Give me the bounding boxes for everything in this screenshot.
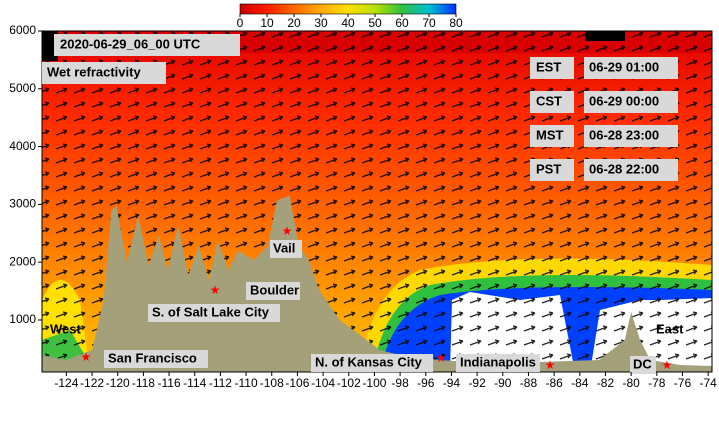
- x-tick-label: -96: [417, 376, 435, 390]
- colorbar-tick-label: 60: [395, 16, 409, 30]
- x-tick-label: -118: [132, 376, 155, 390]
- zone-box: [530, 57, 574, 79]
- city-box: [246, 282, 300, 300]
- x-tick-label: -98: [391, 376, 409, 390]
- x-tick-label: -104: [311, 376, 335, 390]
- title-box: [54, 34, 240, 56]
- x-tick-label: -102: [337, 376, 361, 390]
- subtitle: Wet refractivity: [47, 64, 141, 79]
- axes: 1000 2000 3000 4000 5000 6000 -124 -122 -120 -118…: [9, 14, 717, 390]
- city-label: San Francisco: [108, 350, 197, 365]
- y-tick-label: 2000: [9, 254, 36, 268]
- time-box: [584, 57, 678, 79]
- city-label: Boulder: [250, 282, 299, 297]
- region-label: West: [50, 321, 81, 336]
- x-tick-label: -92: [468, 376, 486, 390]
- colorbar: [239, 3, 457, 15]
- zone-box: [530, 125, 574, 147]
- overlay: [42, 195, 712, 372]
- y-tick-label: 5000: [9, 81, 36, 95]
- x-tick-label: -120: [106, 376, 130, 390]
- x-tick-label: -88: [520, 376, 538, 390]
- x-tick-label: -86: [545, 376, 563, 390]
- x-tick-label: -74: [699, 376, 717, 390]
- city-box: [148, 304, 280, 322]
- city-box: [630, 356, 656, 374]
- time-box: [584, 159, 678, 181]
- city-label: Vail: [273, 240, 295, 255]
- x-tick-label: -82: [597, 376, 615, 390]
- colorbar-tick-label: 40: [341, 16, 355, 30]
- time-label: 06-29 01:00: [589, 59, 659, 74]
- zone-box: [530, 91, 574, 113]
- city-label: Indianapolis: [460, 354, 536, 369]
- city-box: [456, 354, 540, 372]
- city-box: [270, 240, 302, 258]
- zone-label: MST: [536, 127, 564, 142]
- city-box: [104, 350, 208, 368]
- x-tick-label: -114: [183, 376, 206, 390]
- city-box: [311, 354, 433, 372]
- colorbar-tick-label: 0: [237, 16, 244, 30]
- x-tick-label: -76: [674, 376, 692, 390]
- y-tick-label: 1000: [9, 312, 36, 326]
- x-tick-label: -80: [622, 376, 640, 390]
- y-tick-label: 6000: [9, 23, 36, 37]
- x-tick-label: -78: [648, 376, 666, 390]
- x-tick-label: -112: [209, 376, 232, 390]
- city-label: DC: [633, 356, 652, 371]
- time-label: 06-29 00:00: [589, 93, 659, 108]
- time-box: [584, 91, 678, 113]
- x-tick-label: -124: [54, 376, 78, 390]
- colorbar-tick-label: 10: [260, 16, 274, 30]
- colorbar-tick-label: 80: [449, 16, 463, 30]
- time-zones: EST 06-29 01:00 CST 06-29 00:00 MST 06-28 23:…: [530, 57, 678, 181]
- zone-label: PST: [536, 161, 561, 176]
- time-label: 06-28 23:00: [589, 127, 659, 142]
- star: ★: [662, 358, 673, 372]
- time-label: 06-28 22:00: [589, 161, 659, 176]
- star: ★: [81, 350, 92, 364]
- zone-label: EST: [536, 59, 561, 74]
- x-tick-label: -108: [260, 376, 284, 390]
- x-tick-label: -116: [157, 376, 180, 390]
- city-label: N. of Kansas City: [315, 354, 423, 369]
- star: ★: [282, 224, 293, 238]
- zone-box: [530, 159, 574, 181]
- star: ★: [210, 283, 221, 297]
- colorbar-tick-label: 50: [368, 16, 382, 30]
- y-tick-label: 4000: [9, 139, 36, 153]
- colorbar-tick-label: 20: [287, 16, 301, 30]
- x-tick-label: -110: [235, 376, 258, 390]
- y-tick-label: 3000: [9, 197, 36, 211]
- region-label: East: [656, 321, 684, 336]
- colorbar-tick-label: 70: [422, 16, 436, 30]
- x-tick-label: -90: [494, 376, 512, 390]
- time-box: [584, 125, 678, 147]
- x-tick-label: -122: [80, 376, 104, 390]
- zone-label: CST: [536, 93, 562, 108]
- terrain: [42, 195, 712, 372]
- x-tick-label: -84: [571, 376, 589, 390]
- cities: ★ San Francisco ★ S. of Salt Lake City ★…: [81, 224, 673, 374]
- star: ★: [545, 358, 556, 372]
- title: 2020-06-29_06_00 UTC: [60, 36, 201, 51]
- star: ★: [436, 351, 447, 365]
- city-label: S. of Salt Lake City: [152, 304, 270, 319]
- subtitle-box: [42, 62, 166, 84]
- x-tick-label: -100: [362, 376, 386, 390]
- colorbar-tick-label: 30: [314, 16, 328, 30]
- x-tick-label: -106: [285, 376, 309, 390]
- x-tick-label: -94: [443, 376, 461, 390]
